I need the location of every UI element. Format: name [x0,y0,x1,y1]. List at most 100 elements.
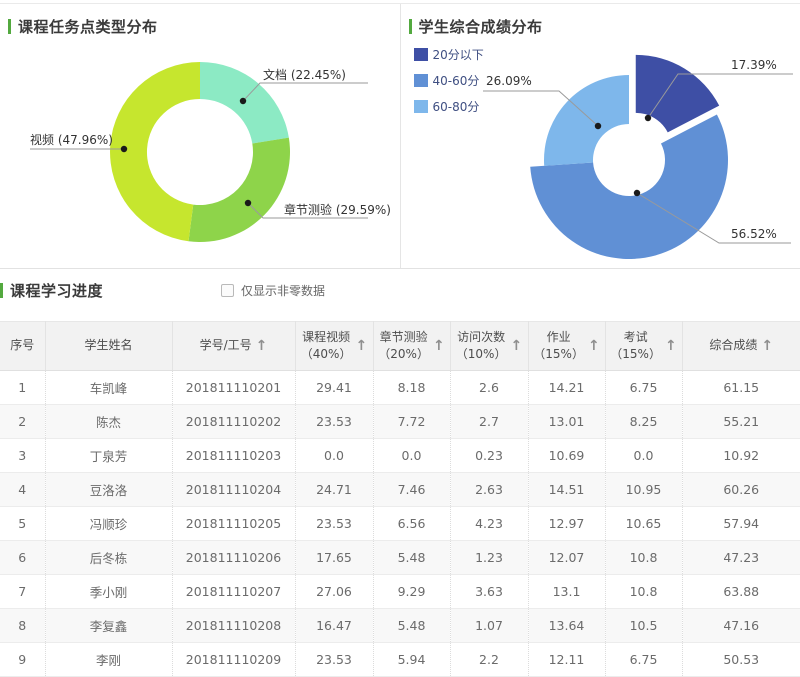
cell-quiz: 5.94 [373,643,450,677]
sort-arrow-icon[interactable]: ↑ [588,338,600,354]
cell-exam: 10.8 [605,575,682,609]
nonzero-filter-checkbox[interactable] [221,284,234,297]
cell-exam: 10.8 [605,541,682,575]
score-donut-chart: 17.39%56.52%26.09% [401,4,800,268]
legend-swatch-icon [414,48,428,61]
column-header-id[interactable]: 学号/工号↑ [172,322,295,371]
cell-exam: 6.75 [605,643,682,677]
sort-arrow-icon[interactable]: ↑ [355,338,367,354]
column-header-quiz[interactable]: 章节测验（20%）↑ [373,322,450,371]
callout-label: 17.39% [731,58,777,72]
cell-name: 陈杰 [45,405,172,439]
cell-name: 季小刚 [45,575,172,609]
chart-title-text: 课程任务点类型分布 [18,16,158,37]
chart-title-text: 学生综合成绩分布 [419,16,543,37]
cell-total: 50.53 [682,643,800,677]
cell-quiz: 7.46 [373,473,450,507]
nonzero-filter[interactable]: 仅显示非零数据 [221,282,325,299]
legend-label: 40-60分 [433,72,480,89]
cell-total: 47.16 [682,609,800,643]
callout-dot [633,190,639,196]
callout-dot [121,146,127,152]
cell-visits: 4.23 [450,507,528,541]
cell-visits: 1.23 [450,541,528,575]
cell-homework: 10.69 [528,439,605,473]
pie-slice-2[interactable] [544,75,629,166]
cell-id: 201811110204 [172,473,295,507]
cell-no: 7 [0,575,45,609]
cell-homework: 14.21 [528,371,605,405]
column-header-total[interactable]: 综合成绩↑ [682,322,800,371]
cell-total: 10.92 [682,439,800,473]
callout-label: 26.09% [486,74,532,88]
chart-title-score-distribution: 学生综合成绩分布 [409,16,543,37]
callout-dot [594,123,600,129]
cell-video: 27.06 [295,575,373,609]
legend-swatch-icon [414,100,428,113]
cell-no: 6 [0,541,45,575]
cell-video: 0.0 [295,439,373,473]
cell-exam: 10.5 [605,609,682,643]
sort-arrow-icon[interactable]: ↑ [256,338,268,354]
column-header-visits[interactable]: 访问次数（10%）↑ [450,322,528,371]
cell-no: 3 [0,439,45,473]
accent-bar [8,19,11,34]
callout-dot [644,115,650,121]
cell-quiz: 8.18 [373,371,450,405]
column-header-video[interactable]: 课程视频（40%）↑ [295,322,373,371]
cell-quiz: 9.29 [373,575,450,609]
legend-item-2[interactable]: 60-80分 [414,98,484,115]
callout-label: 视频 (47.96%) [30,132,113,147]
sort-arrow-icon[interactable]: ↑ [761,338,773,354]
cell-id: 201811110202 [172,405,295,439]
score-distribution-chart-panel: 学生综合成绩分布 20分以下 40-60分 60-80分 17.39%56.52%2… [401,4,800,268]
section-title-text: 课程学习进度 [10,280,103,301]
cell-visits: 2.2 [450,643,528,677]
cell-no: 9 [0,643,45,677]
cell-quiz: 5.48 [373,609,450,643]
column-header-name: 学生姓名 [45,322,172,371]
cell-exam: 10.65 [605,507,682,541]
sort-arrow-icon[interactable]: ↑ [510,338,522,354]
task-type-chart-panel: 课程任务点类型分布 文档 (22.45%)章节测验 (29.59%)视频 (47… [0,4,401,268]
cell-total: 55.21 [682,405,800,439]
cell-name: 冯顺珍 [45,507,172,541]
cell-homework: 13.64 [528,609,605,643]
cell-no: 1 [0,371,45,405]
cell-no: 2 [0,405,45,439]
cell-visits: 2.63 [450,473,528,507]
cell-name: 车凯峰 [45,371,172,405]
cell-no: 5 [0,507,45,541]
column-header-exam[interactable]: 考试（15%）↑ [605,322,682,371]
cell-exam: 0.0 [605,439,682,473]
charts-section: 课程任务点类型分布 文档 (22.45%)章节测验 (29.59%)视频 (47… [0,3,800,269]
table-header-bar: 课程学习进度 仅显示非零数据 [0,277,800,303]
column-header-homework[interactable]: 作业（15%）↑ [528,322,605,371]
cell-total: 57.94 [682,507,800,541]
cell-homework: 12.11 [528,643,605,677]
cell-video: 17.65 [295,541,373,575]
cell-exam: 10.95 [605,473,682,507]
cell-no: 4 [0,473,45,507]
pie-slice-1[interactable] [189,138,291,242]
cell-video: 16.47 [295,609,373,643]
legend-item-0[interactable]: 20分以下 [414,46,484,63]
legend-swatch-icon [414,74,428,87]
cell-no: 8 [0,609,45,643]
sort-arrow-icon[interactable]: ↑ [665,338,677,354]
sort-arrow-icon[interactable]: ↑ [433,338,445,354]
table-header-row: 序号学生姓名学号/工号↑课程视频（40%）↑章节测验（20%）↑访问次数（10%… [0,322,800,371]
cell-quiz: 7.72 [373,405,450,439]
legend-item-1[interactable]: 40-60分 [414,72,484,89]
chart-title-task-types: 课程任务点类型分布 [8,16,158,37]
cell-visits: 3.63 [450,575,528,609]
cell-total: 47.23 [682,541,800,575]
cell-name: 后冬栋 [45,541,172,575]
cell-quiz: 6.56 [373,507,450,541]
